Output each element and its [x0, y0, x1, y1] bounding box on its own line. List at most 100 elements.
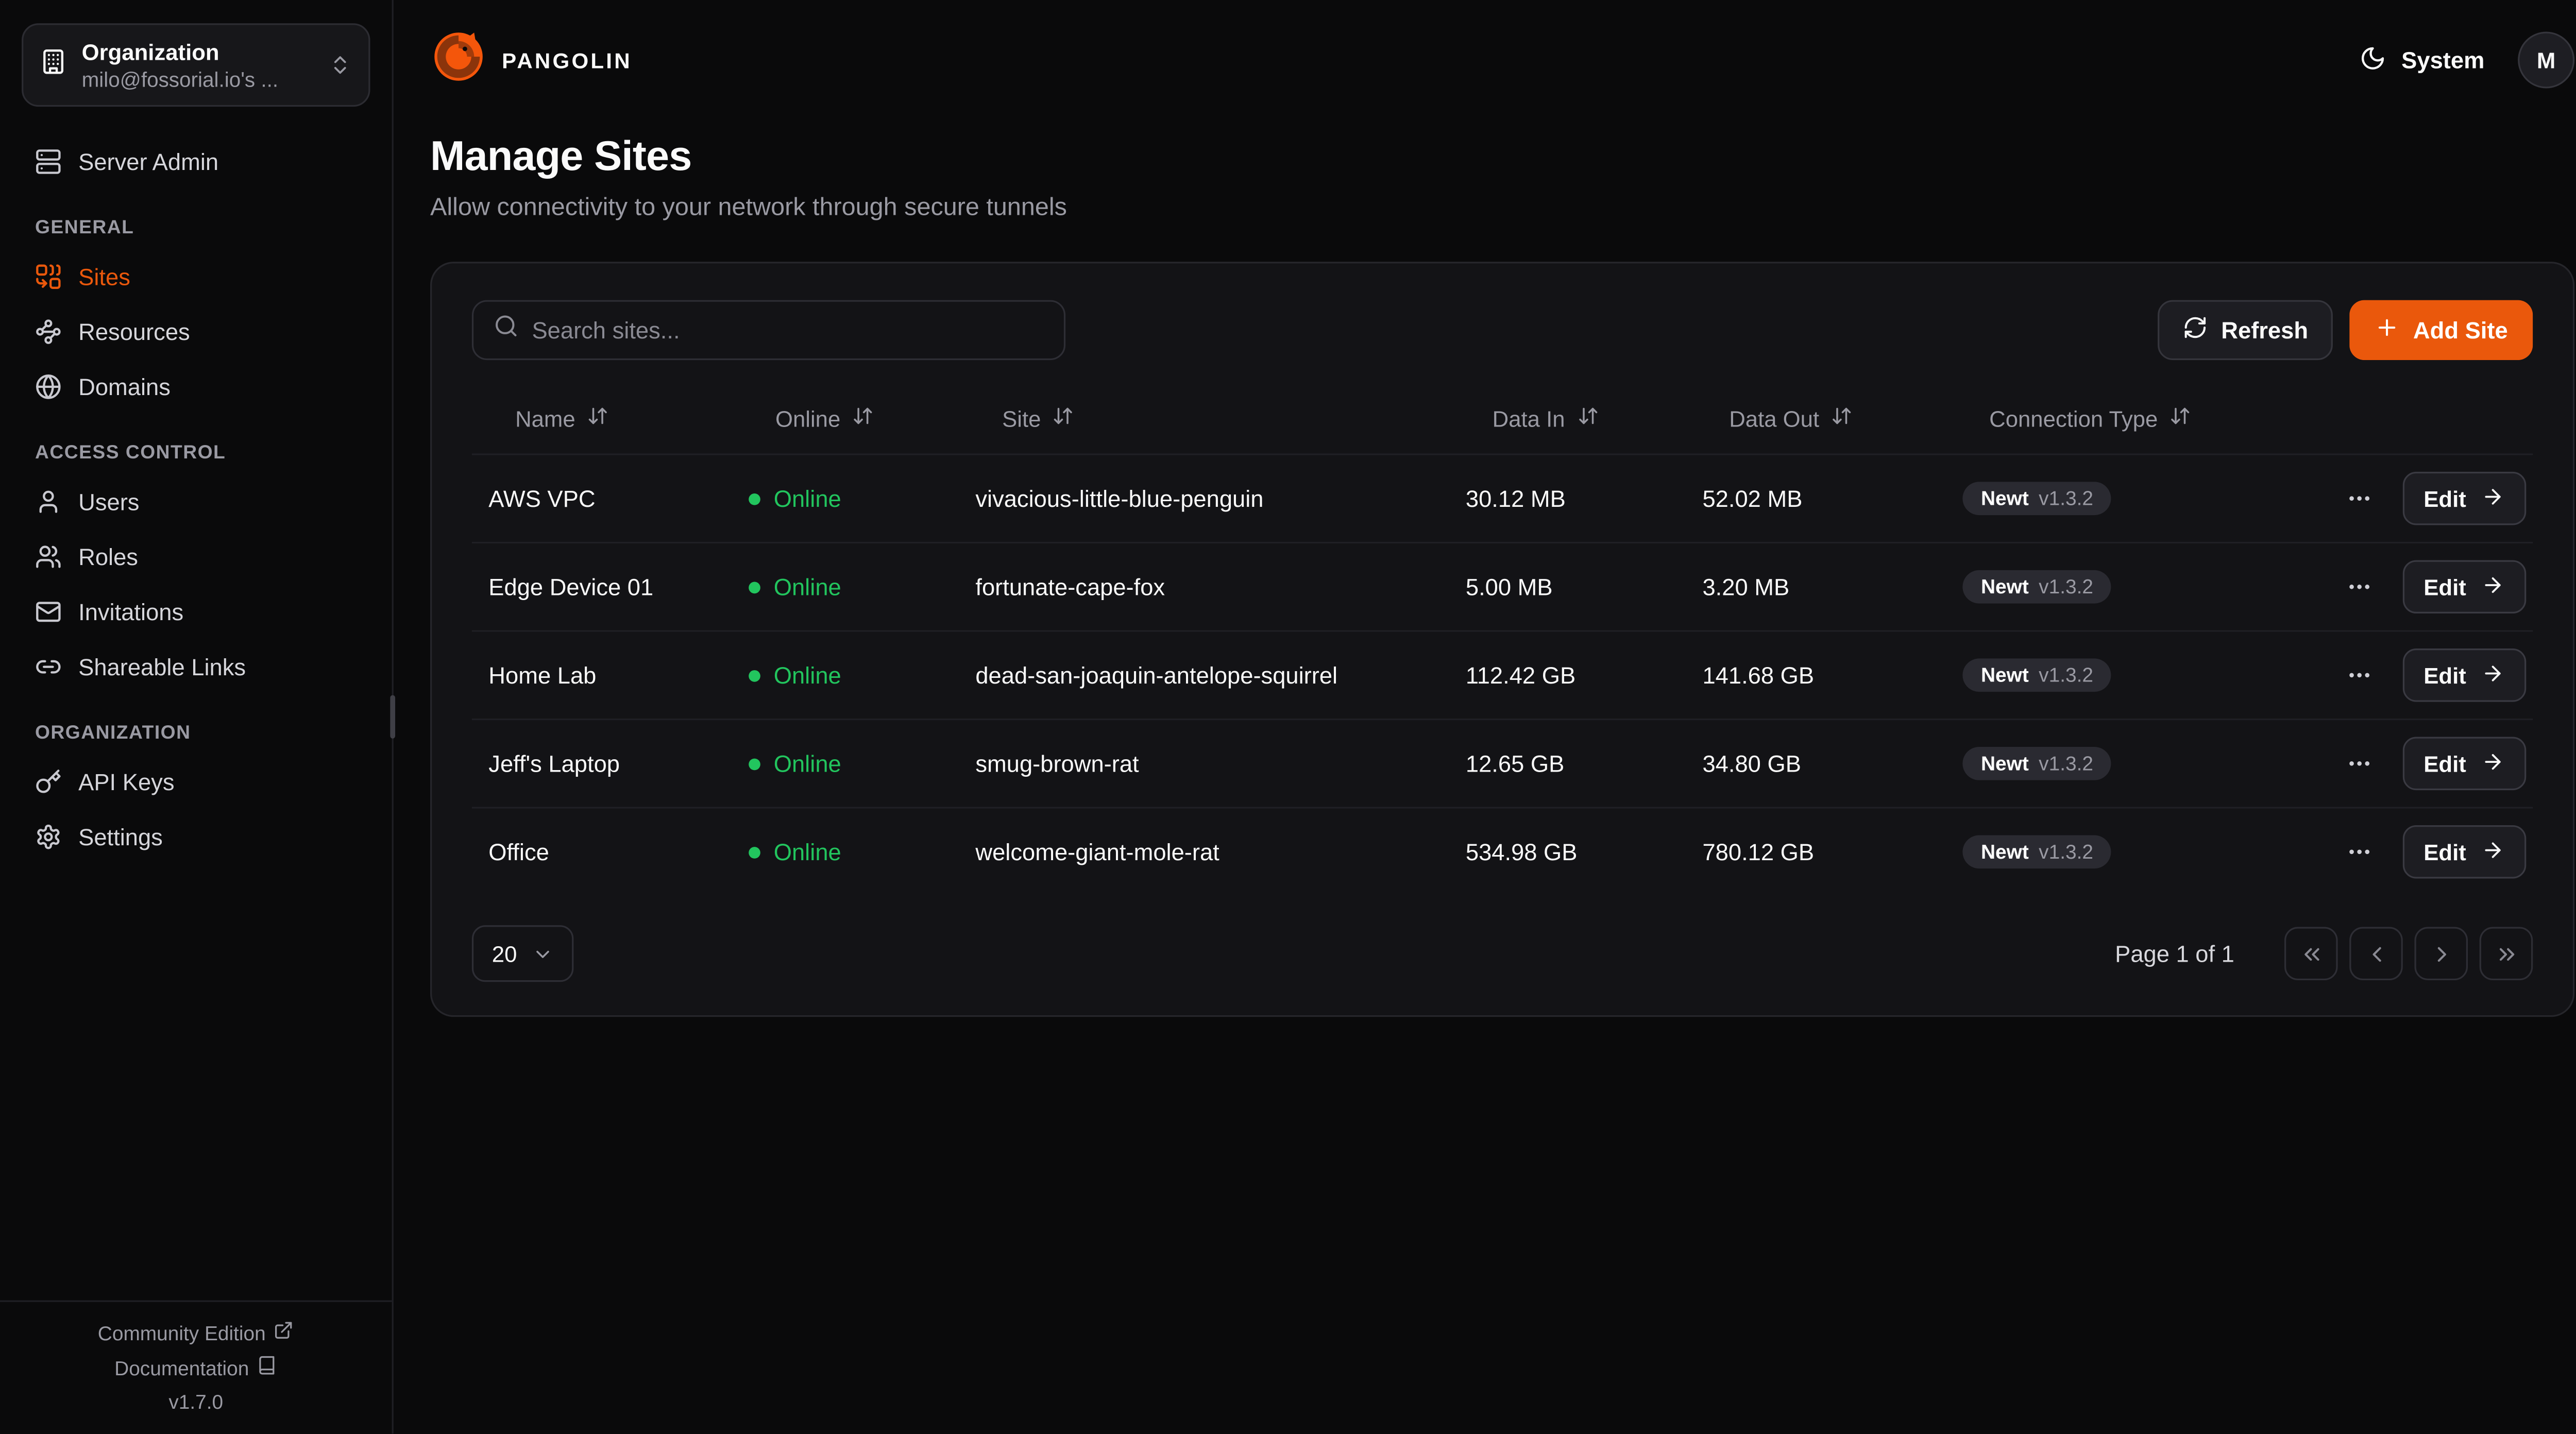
sidebar-item-label: Resources [78, 318, 190, 345]
edit-label: Edit [2424, 662, 2466, 688]
column-header-online[interactable]: Online [732, 383, 959, 453]
add-site-button[interactable]: Add Site [2349, 300, 2533, 361]
sidebar-item-domains[interactable]: Domains [22, 359, 370, 414]
data-out-value: 3.20 MB [1702, 573, 1790, 601]
documentation-link[interactable]: Documentation [114, 1355, 277, 1380]
connection-type-cell: Newt v1.3.2 [1946, 658, 2279, 692]
documentation-label: Documentation [114, 1356, 249, 1380]
sidebar-item-resources[interactable]: Resources [22, 304, 370, 359]
topbar-right: System M [2360, 31, 2575, 89]
sidebar-item-api-keys[interactable]: API Keys [22, 754, 370, 809]
site-name: Home Lab [488, 661, 597, 689]
last-page-button[interactable] [2479, 927, 2533, 981]
section-label-organization: ORGANIZATION [35, 724, 191, 744]
row-actions: Edit [2279, 560, 2533, 614]
column-header-site[interactable]: Site [959, 383, 1449, 453]
data-out-value: 780.12 GB [1702, 838, 1815, 865]
add-site-label: Add Site [2413, 316, 2508, 344]
row-menu-button[interactable] [2338, 655, 2379, 695]
previous-page-button[interactable] [2349, 927, 2403, 981]
sidebar-item-sites[interactable]: Sites [22, 249, 370, 304]
sidebar-item-label: Domains [78, 373, 171, 400]
gear-icon [35, 823, 62, 850]
arrow-right-icon [2481, 749, 2504, 778]
sites-toolbar: Refresh Add Site [471, 300, 2533, 361]
connection-type-badge: Newt v1.3.2 [1962, 570, 2112, 604]
connection-type-version: v1.3.2 [2039, 752, 2094, 775]
connection-type-version: v1.3.2 [2039, 840, 2094, 864]
connection-type-name: Newt [1980, 752, 2029, 775]
next-page-button[interactable] [2414, 927, 2468, 981]
connection-type-name: Newt [1980, 575, 2029, 599]
sidebar-item-users[interactable]: Users [22, 474, 370, 529]
sidebar-item-roles[interactable]: Roles [22, 529, 370, 584]
data-out-value: 52.02 MB [1702, 485, 1803, 512]
refresh-icon [2183, 315, 2208, 345]
page-size-select[interactable]: 20 [471, 925, 574, 982]
connection-type-badge: Newt v1.3.2 [1962, 746, 2112, 780]
sidebar-item-shareable-links[interactable]: Shareable Links [22, 639, 370, 694]
row-actions: Edit [2279, 471, 2533, 525]
edit-button[interactable]: Edit [2402, 737, 2527, 791]
edit-button[interactable]: Edit [2402, 560, 2527, 614]
column-label: Online [775, 406, 841, 431]
edit-button[interactable]: Edit [2402, 471, 2527, 525]
table-header-row: Name Online Site [472, 383, 2533, 453]
globe-icon [35, 373, 62, 400]
connection-type-cell: Newt v1.3.2 [1946, 746, 2279, 780]
column-label: Connection Type [1989, 406, 2158, 431]
refresh-button[interactable]: Refresh [2158, 300, 2333, 361]
connection-type-name: Newt [1980, 840, 2029, 864]
org-selector[interactable]: Organization milo@fossorial.io's ... [22, 23, 370, 107]
column-header-connection-type[interactable]: Connection Type [1946, 383, 2279, 453]
edit-button[interactable]: Edit [2402, 648, 2527, 702]
first-page-button[interactable] [2284, 927, 2338, 981]
theme-toggle-button[interactable]: System [2360, 44, 2484, 76]
community-edition-link[interactable]: Community Edition [98, 1320, 294, 1345]
table-body: AWS VPC Online vivacious-little-blue-pen… [471, 453, 2533, 895]
mail-icon [35, 598, 62, 625]
table-row: Home Lab Online dead-san-joaquin-antelop… [471, 630, 2533, 719]
edit-label: Edit [2424, 751, 2466, 776]
column-label: Data In [1492, 406, 1565, 431]
sites-icon [35, 263, 62, 289]
connection-type-cell: Newt v1.3.2 [1946, 482, 2279, 516]
status-cell: Online [732, 485, 959, 512]
user-avatar[interactable]: M [2518, 31, 2575, 89]
main-area: PANGOLIN System M Manage Sites Allow con… [394, 0, 2576, 1433]
data-in-value: 30.12 MB [1465, 485, 1566, 512]
site-name: Office [488, 838, 549, 865]
sort-icon [587, 405, 608, 432]
data-out-value: 141.68 GB [1702, 661, 1815, 689]
column-header-data-out[interactable]: Data Out [1686, 383, 1946, 453]
connection-type-version: v1.3.2 [2039, 575, 2094, 599]
row-menu-button[interactable] [2338, 743, 2379, 783]
pagination-buttons [2284, 927, 2533, 981]
section-label-general: GENERAL [35, 218, 134, 239]
row-actions: Edit [2279, 648, 2533, 702]
sidebar-item-invitations[interactable]: Invitations [22, 584, 370, 639]
column-header-data-in[interactable]: Data In [1449, 383, 1686, 453]
table-row: Edge Device 01 Online fortunate-cape-fox… [471, 541, 2533, 630]
row-menu-button[interactable] [2338, 567, 2379, 607]
online-status-dot [749, 846, 760, 858]
column-header-name[interactable]: Name [472, 383, 732, 453]
sidebar-item-settings[interactable]: Settings [22, 809, 370, 864]
avatar-initial: M [2536, 47, 2556, 73]
site-name: Jeff's Laptop [488, 750, 620, 777]
edit-button[interactable]: Edit [2402, 825, 2527, 879]
site-slug: smug-brown-rat [975, 750, 1139, 777]
status-cell: Online [732, 573, 959, 600]
brand[interactable]: PANGOLIN [430, 27, 632, 92]
row-menu-button[interactable] [2338, 479, 2379, 519]
sidebar-item-server-admin[interactable]: Server Admin [22, 134, 370, 189]
row-menu-button[interactable] [2338, 832, 2379, 872]
section-label-access-control: ACCESS CONTROL [35, 443, 226, 464]
app-version: v1.7.0 [168, 1390, 224, 1414]
site-slug: welcome-giant-mole-rat [975, 838, 1219, 865]
search-box [471, 300, 1066, 361]
sort-icon [1053, 405, 1074, 432]
search-input[interactable] [532, 316, 1044, 344]
sidebar-resize-handle[interactable] [390, 695, 396, 739]
